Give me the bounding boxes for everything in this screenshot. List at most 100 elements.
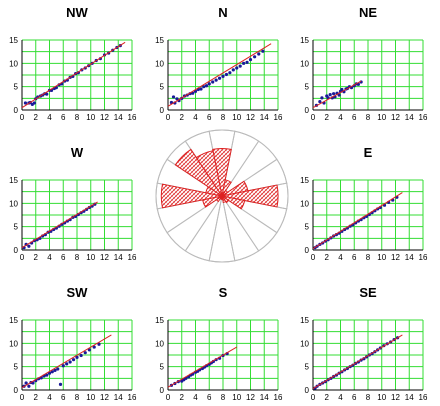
y-tick-label: 15 [9, 36, 18, 45]
wind-rose [155, 129, 289, 263]
y-tick-label: 15 [300, 36, 309, 45]
y-tick-label: 0 [160, 386, 165, 395]
x-tick-label: 12 [391, 393, 400, 402]
panel-title: N [218, 5, 227, 20]
data-point [328, 93, 332, 97]
x-tick-label: 0 [20, 113, 25, 122]
y-tick-label: 10 [155, 339, 164, 348]
panel-title: NW [66, 5, 88, 20]
data-point [221, 74, 225, 78]
x-tick-label: 10 [86, 393, 95, 402]
y-tick-label: 5 [305, 223, 310, 232]
x-tick-label: 14 [114, 113, 123, 122]
y-tick-label: 0 [14, 246, 19, 255]
y-tick-label: 10 [300, 339, 309, 348]
data-point [27, 244, 31, 248]
data-point [50, 370, 54, 374]
x-tick-label: 10 [377, 253, 386, 262]
x-tick-label: 16 [274, 113, 283, 122]
fit-line [21, 201, 98, 249]
data-point [71, 358, 76, 362]
y-tick-label: 15 [155, 316, 164, 325]
x-tick-label: 8 [75, 393, 80, 402]
x-tick-label: 14 [405, 113, 414, 122]
x-tick-label: 6 [207, 113, 212, 122]
data-point [204, 84, 209, 88]
rose-sector-sse [221, 195, 227, 204]
x-tick-label: 2 [34, 113, 39, 122]
data-point [318, 100, 322, 104]
data-point [228, 71, 232, 75]
y-tick-label: 5 [305, 83, 310, 92]
data-point [238, 64, 242, 68]
data-point [32, 101, 36, 105]
y-tick-label: 15 [9, 316, 18, 325]
x-tick-label: 6 [352, 393, 357, 402]
data-point [340, 87, 344, 92]
data-point [92, 345, 96, 349]
y-tick-label: 10 [9, 59, 18, 68]
data-point [199, 87, 203, 91]
x-tick-label: 4 [338, 113, 343, 122]
data-point [245, 60, 249, 64]
y-tick-label: 5 [14, 363, 19, 372]
x-tick-label: 0 [166, 393, 171, 402]
data-point [248, 58, 253, 62]
data-point [231, 68, 235, 72]
x-tick-label: 12 [391, 113, 400, 122]
data-point [211, 80, 215, 84]
x-tick-label: 12 [391, 253, 400, 262]
data-point [27, 384, 31, 388]
x-tick-label: 10 [86, 253, 95, 262]
fit-line [312, 334, 403, 390]
x-tick-label: 14 [114, 393, 123, 402]
y-tick-label: 0 [305, 386, 310, 395]
data-point [202, 85, 206, 89]
y-tick-label: 5 [160, 363, 165, 372]
x-tick-label: 6 [61, 253, 66, 262]
data-point [97, 342, 101, 346]
x-tick-label: 8 [75, 113, 80, 122]
data-point [175, 97, 179, 101]
data-point [58, 382, 63, 386]
rose-sector-e [221, 184, 279, 208]
y-tick-label: 0 [305, 246, 310, 255]
y-tick-label: 0 [160, 106, 165, 115]
panel-title: SE [359, 285, 377, 300]
x-tick-label: 12 [100, 253, 109, 262]
data-point [45, 92, 49, 96]
rose-sector-nw [174, 148, 223, 197]
data-point [261, 49, 265, 53]
x-tick-label: 6 [352, 113, 357, 122]
x-tick-label: 8 [366, 113, 371, 122]
x-tick-label: 2 [325, 253, 330, 262]
x-tick-label: 4 [338, 393, 343, 402]
x-tick-label: 16 [419, 393, 428, 402]
fit-line [21, 334, 112, 389]
data-point [337, 93, 341, 97]
rose-sector-n [212, 147, 232, 197]
x-tick-label: 4 [47, 393, 52, 402]
x-tick-label: 2 [325, 113, 330, 122]
x-tick-label: 10 [377, 393, 386, 402]
fit-line [312, 80, 362, 109]
fit-line [167, 43, 272, 107]
data-point [217, 76, 222, 80]
panel-title: NE [359, 5, 377, 20]
x-tick-label: 12 [100, 113, 109, 122]
x-tick-label: 8 [75, 253, 80, 262]
y-tick-label: 5 [160, 83, 165, 92]
data-point [68, 360, 72, 364]
x-tick-label: 0 [166, 113, 171, 122]
x-tick-label: 12 [246, 113, 255, 122]
y-tick-label: 10 [9, 339, 18, 348]
x-tick-label: 16 [419, 113, 428, 122]
x-tick-label: 16 [128, 253, 137, 262]
fit-line [21, 41, 126, 109]
data-point [53, 368, 57, 372]
